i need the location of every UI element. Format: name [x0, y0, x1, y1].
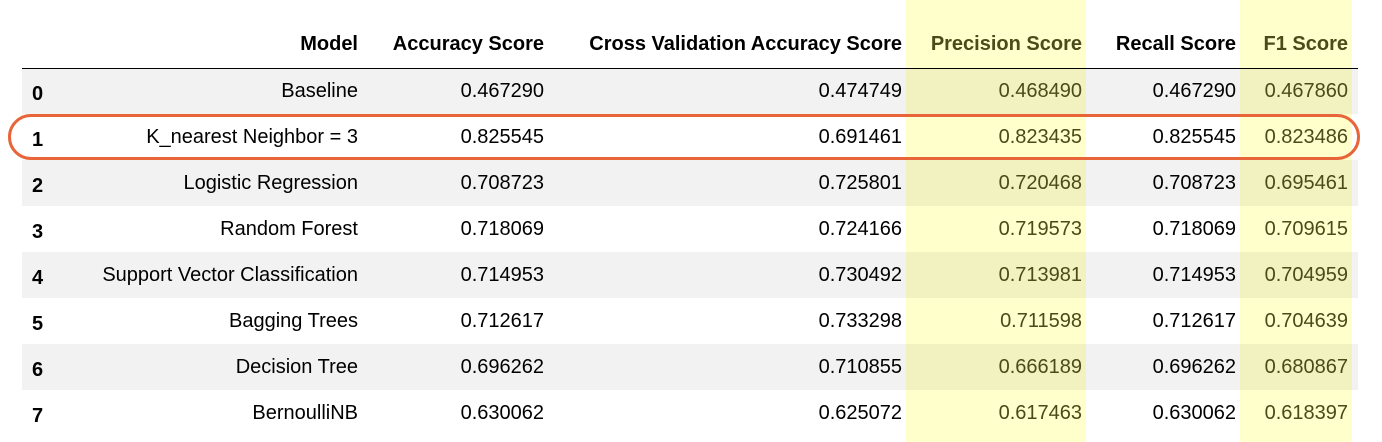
precision-score: 0.823435	[998, 125, 1082, 148]
f1-score: 0.704959	[1264, 263, 1348, 286]
table-row: 4 Support Vector Classification 0.714953…	[22, 252, 1358, 298]
cross-validation-accuracy-score: 0.710855	[818, 355, 902, 378]
f1-score: 0.823486	[1264, 125, 1348, 148]
row-index: 3	[32, 220, 44, 243]
row-index: 1	[32, 128, 44, 151]
model-name: K_nearest Neighbor = 3	[146, 125, 358, 148]
accuracy-score: 0.696262	[460, 355, 544, 378]
header-precision-score: Precision Score	[912, 22, 1092, 69]
header-f1-score: F1 Score	[1246, 22, 1358, 69]
recall-score: 0.467290	[1152, 79, 1236, 102]
accuracy-score: 0.712617	[460, 309, 544, 332]
f1-score: 0.618397	[1264, 401, 1348, 424]
model-scores-table: Model Accuracy Score Cross Validation Ac…	[22, 22, 1358, 436]
cross-validation-accuracy-score: 0.724166	[818, 217, 902, 240]
table-row: 7 BernoulliNB 0.630062 0.625072 0.617463…	[22, 390, 1358, 436]
f1-score: 0.680867	[1264, 355, 1348, 378]
recall-score: 0.696262	[1152, 355, 1236, 378]
cross-validation-accuracy-score: 0.691461	[818, 125, 902, 148]
precision-score: 0.617463	[998, 401, 1082, 424]
table-row: 5 Bagging Trees 0.712617 0.733298 0.7115…	[22, 298, 1358, 344]
precision-score: 0.720468	[998, 171, 1082, 194]
f1-score: 0.704639	[1264, 309, 1348, 332]
precision-score: 0.468490	[998, 79, 1082, 102]
accuracy-score: 0.708723	[460, 171, 544, 194]
header-model: Model	[62, 22, 368, 69]
recall-score: 0.708723	[1152, 171, 1236, 194]
precision-score: 0.713981	[998, 263, 1082, 286]
model-name: Decision Tree	[235, 355, 358, 378]
model-name: Baseline	[281, 79, 358, 102]
table-row: 3 Random Forest 0.718069 0.724166 0.7195…	[22, 206, 1358, 252]
row-index: 2	[32, 174, 44, 197]
cross-validation-accuracy-score: 0.733298	[818, 309, 902, 332]
row-index: 5	[32, 312, 44, 335]
model-name: Support Vector Classification	[102, 263, 358, 286]
f1-score: 0.709615	[1264, 217, 1348, 240]
row-index: 0	[32, 82, 44, 105]
recall-score: 0.825545	[1152, 125, 1236, 148]
model-name: Bagging Trees	[229, 309, 358, 332]
table-row: 6 Decision Tree 0.696262 0.710855 0.6661…	[22, 344, 1358, 390]
recall-score: 0.630062	[1152, 401, 1236, 424]
precision-score: 0.711598	[1000, 309, 1082, 332]
header-row: Model Accuracy Score Cross Validation Ac…	[22, 22, 1358, 69]
model-name: BernoulliNB	[252, 401, 358, 424]
precision-column-highlight	[906, 0, 1086, 442]
table-row: 1 K_nearest Neighbor = 3 0.825545 0.6914…	[22, 114, 1358, 160]
recall-score: 0.712617	[1152, 309, 1236, 332]
cross-validation-accuracy-score: 0.730492	[818, 263, 902, 286]
accuracy-score: 0.825545	[460, 125, 544, 148]
row-index: 7	[32, 404, 44, 427]
model-name: Logistic Regression	[183, 171, 358, 194]
header-cross-validation-accuracy-score: Cross Validation Accuracy Score	[554, 22, 912, 69]
row-index: 6	[32, 358, 44, 381]
f1-score: 0.695461	[1264, 171, 1348, 194]
header-index	[22, 22, 62, 69]
f1-column-highlight	[1240, 0, 1352, 442]
row-index: 4	[32, 266, 44, 289]
accuracy-score: 0.630062	[460, 401, 544, 424]
table-row: 2 Logistic Regression 0.708723 0.725801 …	[22, 160, 1358, 206]
accuracy-score: 0.467290	[460, 79, 544, 102]
precision-score: 0.666189	[998, 355, 1082, 378]
precision-score: 0.719573	[998, 217, 1082, 240]
table-row: 0 Baseline 0.467290 0.474749 0.468490 0.…	[22, 68, 1358, 114]
header-recall-score: Recall Score	[1092, 22, 1246, 69]
cross-validation-accuracy-score: 0.625072	[818, 401, 902, 424]
accuracy-score: 0.714953	[460, 263, 544, 286]
model-name: Random Forest	[220, 217, 358, 240]
recall-score: 0.714953	[1152, 263, 1236, 286]
header-accuracy-score: Accuracy Score	[368, 22, 554, 69]
accuracy-score: 0.718069	[460, 217, 544, 240]
cross-validation-accuracy-score: 0.725801	[818, 171, 902, 194]
recall-score: 0.718069	[1152, 217, 1236, 240]
f1-score: 0.467860	[1264, 79, 1348, 102]
cross-validation-accuracy-score: 0.474749	[818, 79, 902, 102]
